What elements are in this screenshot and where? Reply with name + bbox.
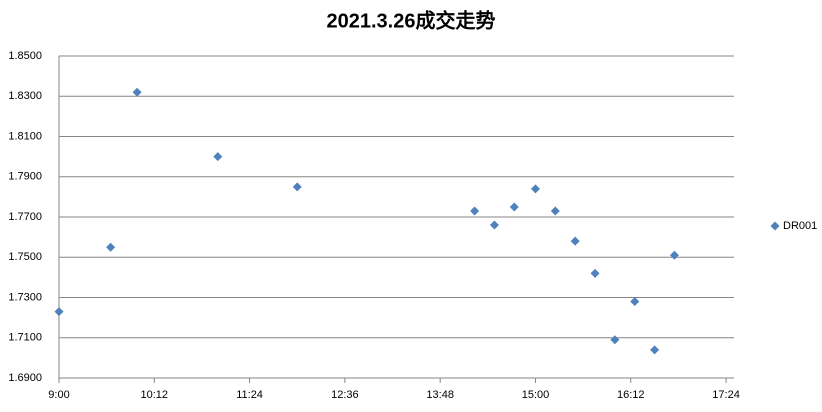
point	[213, 152, 223, 162]
point	[650, 345, 660, 355]
x-tick-label: 16:12	[617, 389, 645, 401]
y-tick-label: 1.8500	[8, 50, 42, 62]
x-tick-label: 10:12	[141, 389, 169, 401]
point	[132, 87, 142, 97]
y-tick-label: 1.7700	[8, 211, 42, 223]
x-tick-label: 11:24	[236, 389, 263, 401]
point	[590, 268, 600, 278]
x-tick-label: 15:00	[522, 389, 550, 401]
point	[669, 250, 679, 260]
point	[550, 206, 560, 216]
point	[54, 307, 64, 317]
legend-marker	[770, 221, 780, 231]
x-tick-label: 12:36	[331, 389, 359, 401]
point	[570, 236, 580, 246]
y-tick-label: 1.7500	[8, 251, 42, 263]
point	[292, 182, 302, 192]
y-tick-label: 1.7100	[8, 332, 42, 344]
y-tick-label: 1.8100	[8, 130, 42, 142]
x-tick-label: 9:00	[48, 389, 69, 401]
y-tick-label: 1.6900	[8, 372, 42, 384]
chart-title: 2021.3.26成交走势	[327, 8, 496, 32]
x-tick-label: 17:24	[712, 389, 740, 401]
point	[509, 202, 519, 212]
x-tick-label: 13:48	[426, 389, 454, 401]
point	[630, 297, 640, 307]
y-tick-label: 1.7900	[8, 171, 42, 183]
point	[610, 335, 620, 345]
legend-label: DR001	[783, 220, 817, 232]
y-tick-label: 1.7300	[8, 291, 42, 303]
point	[530, 184, 540, 194]
y-tick-label: 1.8300	[8, 90, 42, 102]
point	[489, 220, 499, 230]
point	[106, 242, 116, 252]
point	[470, 206, 480, 216]
